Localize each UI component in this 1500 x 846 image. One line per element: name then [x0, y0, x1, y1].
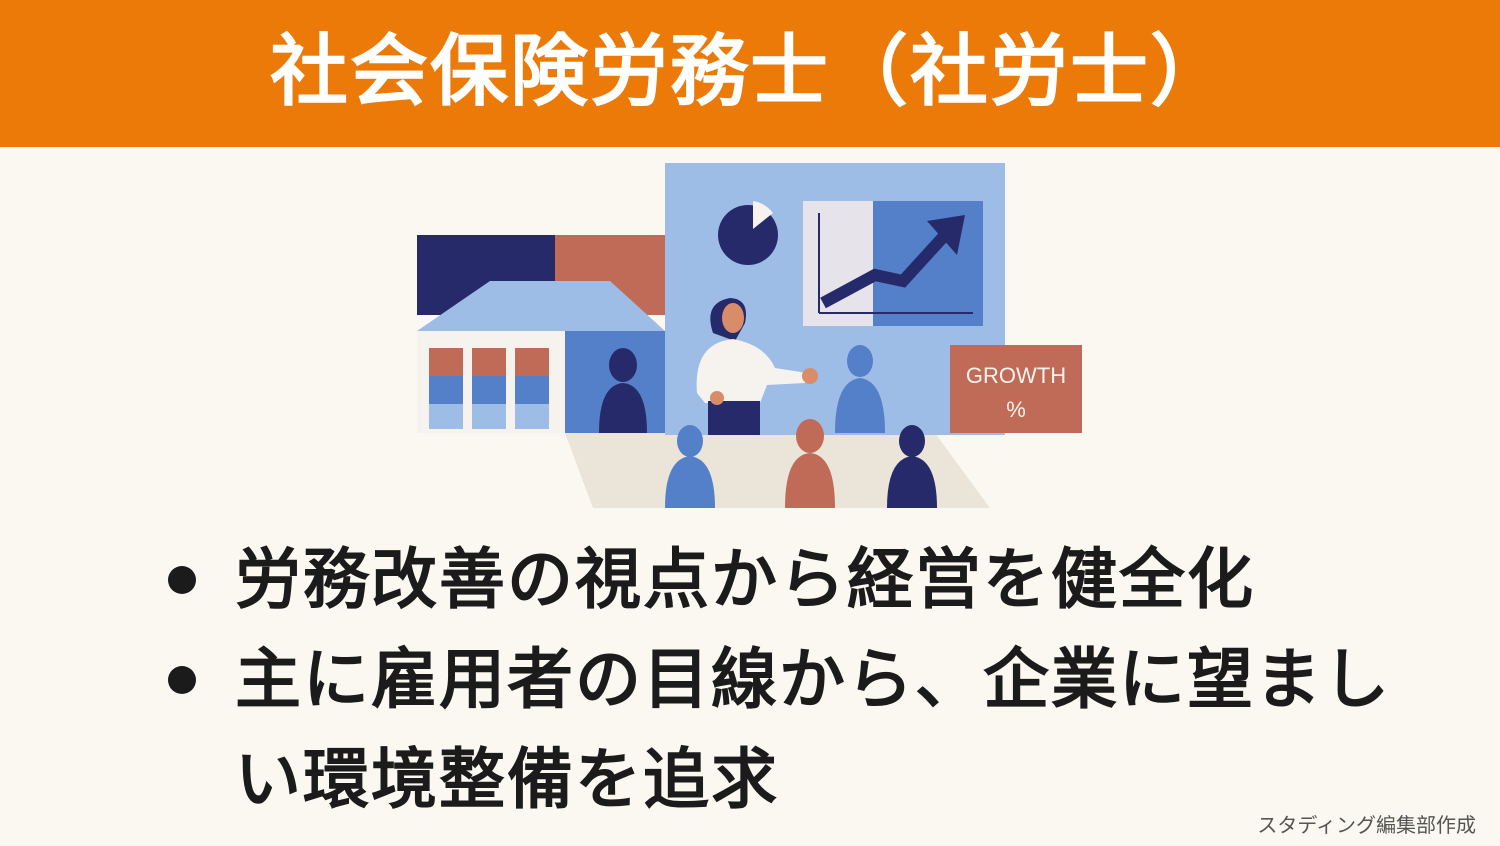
credit-text: スタディング編集部作成 — [1257, 813, 1476, 837]
bullet-text: 労務改善の視点から経営を健全化 — [235, 541, 1255, 618]
growth-sign-label: GROWTH — [966, 363, 1066, 388]
list-item: 主に雇用者の目線から、企業に望ましい環境整備を追求 — [160, 630, 1460, 830]
list-item: 労務改善の視点から経営を健全化 — [160, 530, 1460, 630]
growth-sign-percent: % — [1006, 397, 1026, 422]
bullet-list: 労務改善の視点から経営を健全化 主に雇用者の目線から、企業に望ましい環境整備を追… — [160, 530, 1460, 830]
bullet-text: 主に雇用者の目線から、企業に望ましい環境整備を追求 — [235, 641, 1391, 818]
page-title: 社会保険労務士（社労士） — [269, 27, 1230, 117]
title-banner: 社会保険労務士（社労士） — [0, 0, 1500, 147]
presentation-illustration: GROWTH % — [417, 163, 1082, 508]
bullet-icon — [168, 566, 196, 594]
bullet-icon — [168, 666, 196, 694]
